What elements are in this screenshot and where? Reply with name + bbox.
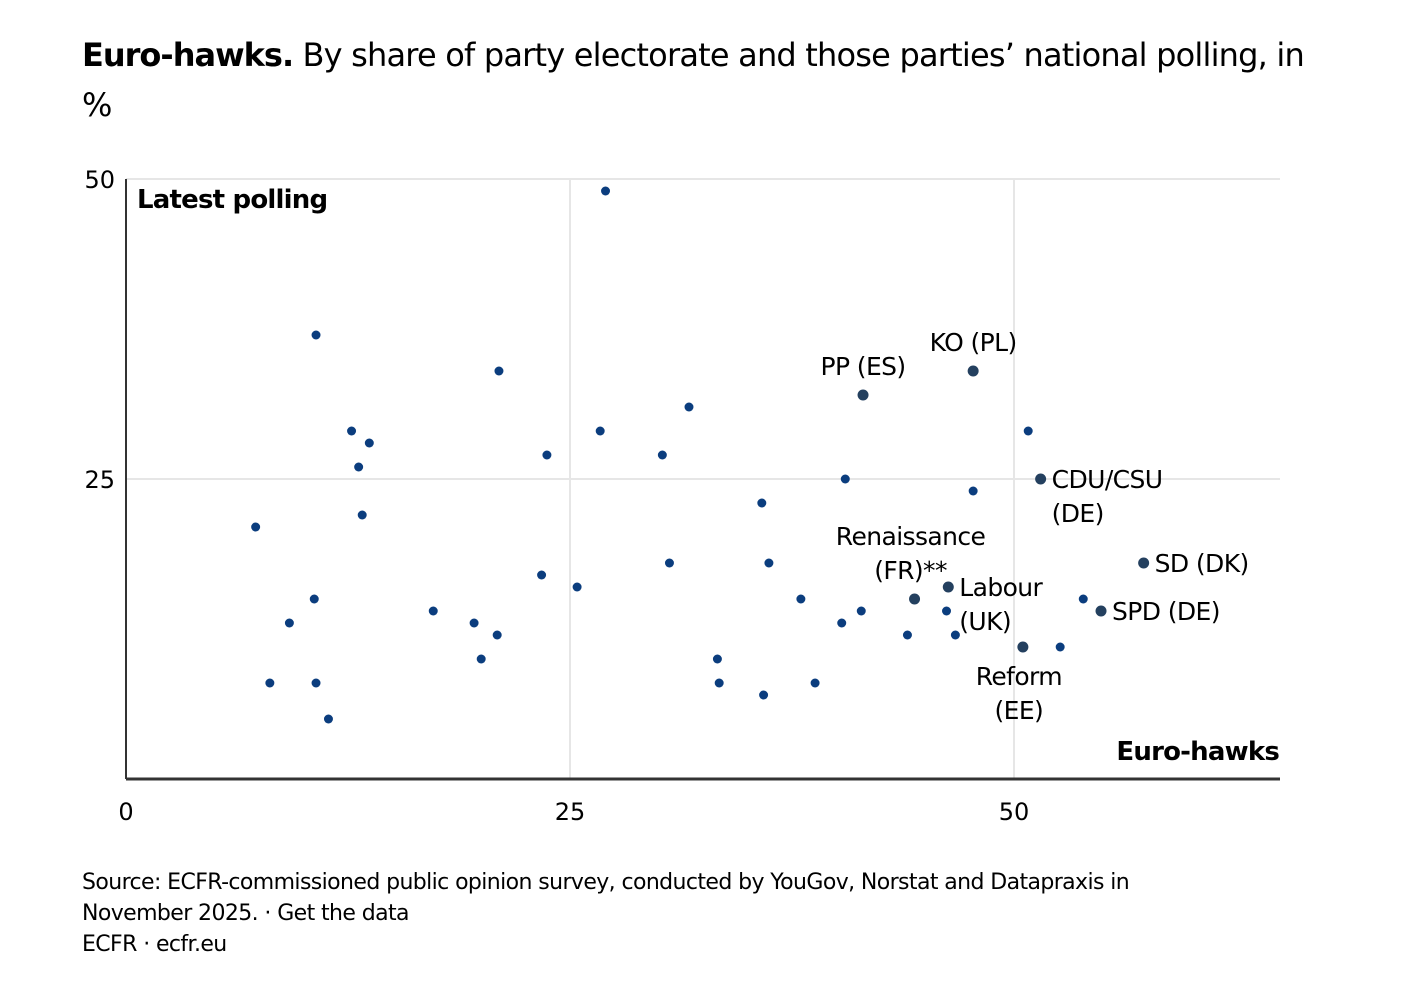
data-point <box>284 618 294 628</box>
data-point <box>251 522 261 532</box>
data-point <box>492 630 502 640</box>
data-point <box>796 594 806 604</box>
labelled-point <box>909 593 921 605</box>
data-point <box>354 462 364 472</box>
data-point <box>712 654 722 664</box>
data-point <box>476 654 486 664</box>
credit-line: ECFR · ecfr.eu <box>82 932 227 957</box>
labelled-point <box>1035 473 1047 485</box>
data-point <box>364 438 374 448</box>
chart-title-rest: By share of party electorate and those p… <box>82 36 1305 124</box>
y-tick-label-50: 50 <box>84 166 115 194</box>
data-point <box>494 366 504 376</box>
data-point <box>595 426 605 436</box>
data-point <box>840 474 850 484</box>
point-label: (DE) <box>1052 499 1104 528</box>
point-label: SPD (DE) <box>1112 597 1220 626</box>
chart-title: Euro-hawks. By share of party electorate… <box>82 30 1322 130</box>
x-tick-label-0: 0 <box>118 798 133 826</box>
footer: Source: ECFR-commissioned public opinion… <box>82 867 1130 960</box>
data-point <box>428 606 438 616</box>
data-point <box>657 450 667 460</box>
data-point <box>968 486 978 496</box>
labelled-point <box>1138 557 1150 569</box>
data-point <box>1055 642 1065 652</box>
point-label: SD (DK) <box>1155 549 1249 578</box>
source-date: November 2025. <box>82 901 259 926</box>
scatter-chart: 25 50 0 25 50 Latest polling Euro-hawks KO (PL)… <box>84 166 1280 826</box>
data-point <box>311 678 321 688</box>
point-label: Labour <box>959 573 1043 602</box>
x-tick-label-25: 25 <box>555 798 586 826</box>
data-point <box>902 630 912 640</box>
get-the-data-link[interactable]: Get the data <box>277 901 409 926</box>
data-point <box>664 558 674 568</box>
data-point <box>759 690 769 700</box>
point-label: (EE) <box>995 696 1044 725</box>
data-point <box>810 678 820 688</box>
data-point <box>837 618 847 628</box>
data-point <box>601 186 611 196</box>
data-point <box>950 630 960 640</box>
point-label: Reform <box>976 662 1062 691</box>
data-point <box>347 426 357 436</box>
data-point <box>684 402 694 412</box>
data-point <box>309 594 319 604</box>
data-point <box>1023 426 1033 436</box>
labelled-point <box>857 389 869 401</box>
labelled-point <box>1017 641 1029 653</box>
point-label: PP (ES) <box>821 352 906 381</box>
data-point <box>942 606 952 616</box>
data-point <box>537 570 547 580</box>
data-point <box>757 498 767 508</box>
data-point <box>265 678 275 688</box>
data-point <box>357 510 367 520</box>
source-separator: · <box>258 901 278 926</box>
data-point <box>323 714 333 724</box>
data-point <box>572 582 582 592</box>
data-point <box>856 606 866 616</box>
point-label: Renaissance <box>836 522 986 551</box>
y-tick-label-25: 25 <box>84 466 115 494</box>
data-point <box>1078 594 1088 604</box>
data-point <box>542 450 552 460</box>
x-tick-label-50: 50 <box>999 798 1030 826</box>
data-point <box>764 558 774 568</box>
data-point <box>311 330 321 340</box>
point-label: KO (PL) <box>930 328 1017 357</box>
y-axis-title: Latest polling <box>137 185 327 215</box>
point-label: (FR)** <box>874 556 947 585</box>
source-line-2: November 2025. · Get the data <box>82 898 1129 929</box>
point-label: CDU/CSU <box>1052 465 1163 494</box>
source-line-1: Source: ECFR-commissioned public opinion… <box>82 870 1130 895</box>
point-label: (UK) <box>959 607 1011 636</box>
x-axis-title: Euro-hawks <box>1116 737 1279 767</box>
labelled-point <box>1095 605 1107 617</box>
labelled-point <box>967 365 979 377</box>
data-point <box>714 678 724 688</box>
chart-title-bold: Euro-hawks. <box>82 36 294 74</box>
labelled-point <box>942 581 954 593</box>
data-point <box>469 618 479 628</box>
